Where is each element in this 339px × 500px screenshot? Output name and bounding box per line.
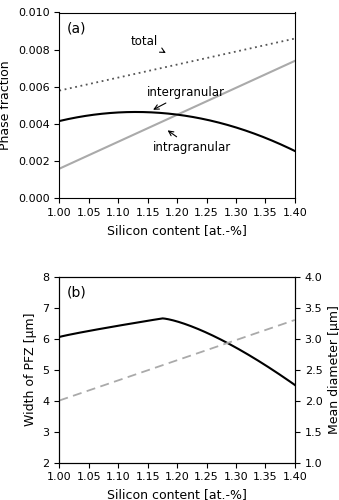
Text: (b): (b) [66,286,86,300]
Y-axis label: Mean diameter [μm]: Mean diameter [μm] [328,305,339,434]
X-axis label: Silicon content [at.-%]: Silicon content [at.-%] [107,224,247,236]
Text: intergranular: intergranular [147,86,225,109]
Text: intragranular: intragranular [153,131,231,154]
X-axis label: Silicon content [at.-%]: Silicon content [at.-%] [107,488,247,500]
Y-axis label: Phase fraction: Phase fraction [0,60,12,150]
Text: total: total [131,35,165,52]
Y-axis label: Width of PFZ [μm]: Width of PFZ [μm] [24,313,37,426]
Text: (a): (a) [66,22,86,36]
